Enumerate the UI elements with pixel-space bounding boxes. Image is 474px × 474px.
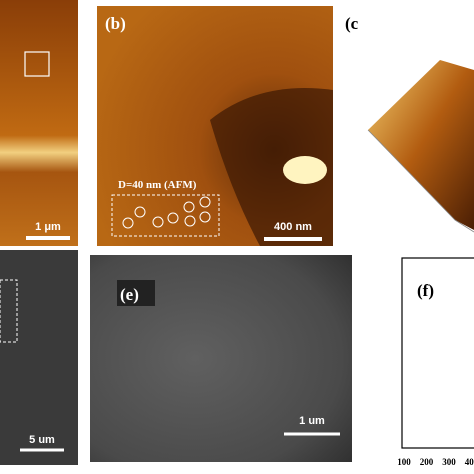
panel-b: (b) D=40 nm (AFM) 400 nm — [97, 6, 333, 246]
x-tick-label: 100 — [397, 457, 411, 467]
panel-a: 1 μm — [0, 0, 78, 246]
x-tick-label: 400 — [465, 457, 474, 467]
chart-frame — [401, 257, 474, 449]
scale-text: 1 μm — [35, 221, 61, 233]
circles — [122, 196, 211, 229]
scale-text: 1 um — [299, 415, 325, 427]
afm-image — [0, 0, 78, 246]
panel-label: (f) — [417, 281, 434, 300]
3d-surface — [368, 60, 474, 230]
shadow — [210, 88, 333, 246]
panel-d: 5 um — [0, 250, 78, 465]
roi-box — [24, 51, 50, 77]
x-tick-label: 300 — [442, 457, 456, 467]
panel-c: (c — [345, 14, 474, 233]
sem-image — [0, 250, 78, 465]
dashed-box — [111, 194, 220, 237]
panel-f: (f) 100 200 300 400 — [397, 257, 474, 467]
panel-e: (e) 1 um — [90, 255, 352, 462]
particle — [283, 156, 327, 184]
scale-text: 400 nm — [274, 221, 312, 233]
panel-label: (b) — [105, 14, 126, 33]
dashed-box — [0, 279, 18, 343]
panel-label: (e) — [120, 285, 139, 304]
label-bg — [117, 280, 155, 306]
scale-text: 5 um — [29, 434, 55, 446]
panel-label: (c — [345, 14, 359, 33]
x-tick-label: 200 — [420, 457, 434, 467]
axis — [367, 129, 474, 233]
annotation: D=40 nm (AFM) — [118, 179, 197, 191]
